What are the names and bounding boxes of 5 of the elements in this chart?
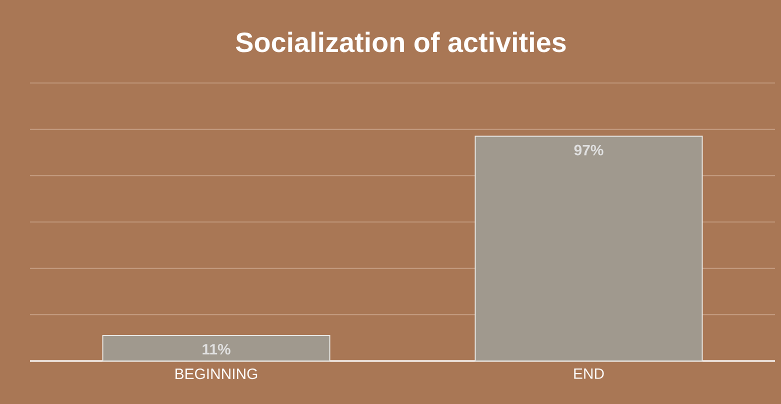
x-tick-label: END — [574, 368, 604, 379]
x-tick-label: BEGINNING — [176, 368, 258, 380]
data-label: 97% — [574, 144, 604, 156]
chart-title: Socialization of activities — [236, 32, 566, 52]
data-label: 11% — [202, 344, 230, 355]
